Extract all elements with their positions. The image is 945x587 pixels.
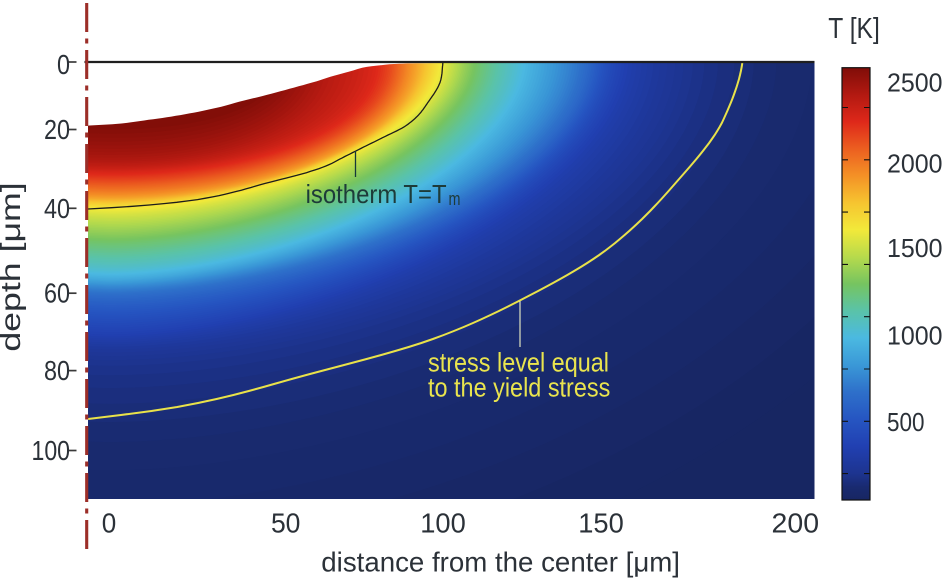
svg-text:40: 40 xyxy=(44,193,70,224)
svg-text:0: 0 xyxy=(57,49,70,80)
svg-text:20: 20 xyxy=(44,114,70,145)
svg-text:150: 150 xyxy=(578,508,624,539)
svg-text:100: 100 xyxy=(32,435,71,466)
svg-text:50: 50 xyxy=(271,508,301,539)
svg-text:isotherm T=T: isotherm T=T xyxy=(306,179,447,209)
svg-text:500: 500 xyxy=(887,407,925,437)
svg-text:1500: 1500 xyxy=(887,233,943,263)
svg-text:1000: 1000 xyxy=(887,321,943,351)
svg-text:m: m xyxy=(449,189,461,209)
svg-text:80: 80 xyxy=(44,355,70,386)
svg-text:100: 100 xyxy=(420,508,466,539)
svg-text:distance from the center [μm]: distance from the center [μm] xyxy=(321,546,680,577)
svg-text:0: 0 xyxy=(102,508,117,539)
svg-text:T [K]: T [K] xyxy=(828,13,880,45)
svg-text:2000: 2000 xyxy=(887,148,943,178)
svg-text:200: 200 xyxy=(772,508,820,539)
svg-text:2500: 2500 xyxy=(887,68,943,98)
svg-text:to the yield stress: to the yield stress xyxy=(428,373,610,403)
svg-text:60: 60 xyxy=(44,278,70,309)
svg-text:stress level equal: stress level equal xyxy=(428,348,609,378)
svg-text:depth [μm]: depth [μm] xyxy=(0,182,26,351)
